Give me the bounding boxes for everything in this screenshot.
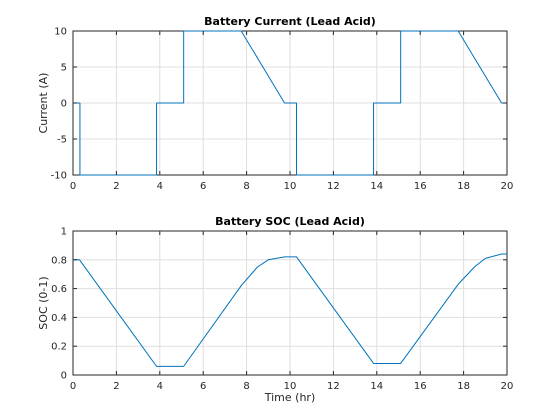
soc-x-tick-label: 14: [370, 381, 383, 392]
soc-x-tick-label: 0: [70, 381, 76, 392]
current-x-tick-label: 20: [501, 181, 514, 192]
current-chart-title: Battery Current (Lead Acid): [204, 15, 376, 28]
current-series-line: [72, 30, 508, 176]
current-x-tick-label: 18: [457, 181, 470, 192]
soc-chart-title: Battery SOC (Lead Acid): [215, 215, 365, 228]
soc-y-tick-label: 0.6: [51, 284, 67, 295]
soc-x-tick-label: 12: [327, 381, 340, 392]
current-x-tick-label: 12: [327, 181, 340, 192]
current-y-tick-label: 5: [61, 63, 67, 74]
soc-series: [72, 253, 508, 367]
soc-ticks: [72, 230, 508, 376]
current-x-tick-label: 0: [70, 181, 76, 192]
soc-x-tick-label: 18: [457, 381, 470, 392]
soc-y-tick-label: 0.8: [51, 255, 67, 266]
current-x-tick-label: 6: [200, 181, 206, 192]
soc-x-tick-label: 20: [501, 381, 514, 392]
soc-x-tick-label: 8: [243, 381, 249, 392]
current-x-tick-label: 16: [414, 181, 427, 192]
current-y-axis-label: Current (A): [37, 73, 50, 134]
current-series: [72, 30, 508, 176]
current-y-tick-label: -10: [51, 171, 67, 182]
soc-x-tick-label: 6: [200, 381, 206, 392]
soc-y-tick-label: 0.4: [51, 313, 67, 324]
soc-x-tick-label: 2: [113, 381, 119, 392]
soc-x-axis-label: Time (hr): [264, 391, 316, 404]
soc-y-tick-label: 0: [61, 371, 67, 382]
current-ticks: [72, 30, 508, 176]
current-x-tick-label: 8: [243, 181, 249, 192]
soc-series-line: [72, 253, 508, 367]
current-x-tick-label: 10: [284, 181, 297, 192]
current-y-tick-label: -5: [57, 135, 67, 146]
soc-y-tick-label: 0.2: [51, 342, 67, 353]
current-chart: 0 2 4 6 8 10 12 14 16 18 20 -10 -5 0 5 10 Battery Curre…: [37, 15, 513, 192]
current-x-tick-label: 14: [370, 181, 383, 192]
current-x-tick-label: 2: [113, 181, 119, 192]
soc-x-tick-label: 10: [284, 381, 297, 392]
soc-x-tick-label: 4: [157, 381, 163, 392]
current-y-tick-label: 0: [61, 99, 67, 110]
current-y-tick-label: 10: [54, 27, 67, 38]
soc-x-tick-label: 16: [414, 381, 427, 392]
soc-chart: 0 2 4 6 8 10 12 14 16 18 20 0 0.2 0.4 0.6 0.8 1 Battery …: [37, 215, 513, 404]
soc-grid: [73, 231, 507, 375]
current-tick-labels: 0 2 4 6 8 10 12 14 16 18 20 -10 -5 0 5 10: [51, 27, 514, 193]
soc-y-tick-label: 1: [61, 227, 67, 238]
current-x-tick-label: 4: [157, 181, 163, 192]
soc-tick-labels: 0 2 4 6 8 10 12 14 16 18 20 0 0.2 0.4 0.6 0.8 1: [51, 227, 513, 393]
soc-y-axis-label: SOC (0-1): [37, 276, 50, 329]
